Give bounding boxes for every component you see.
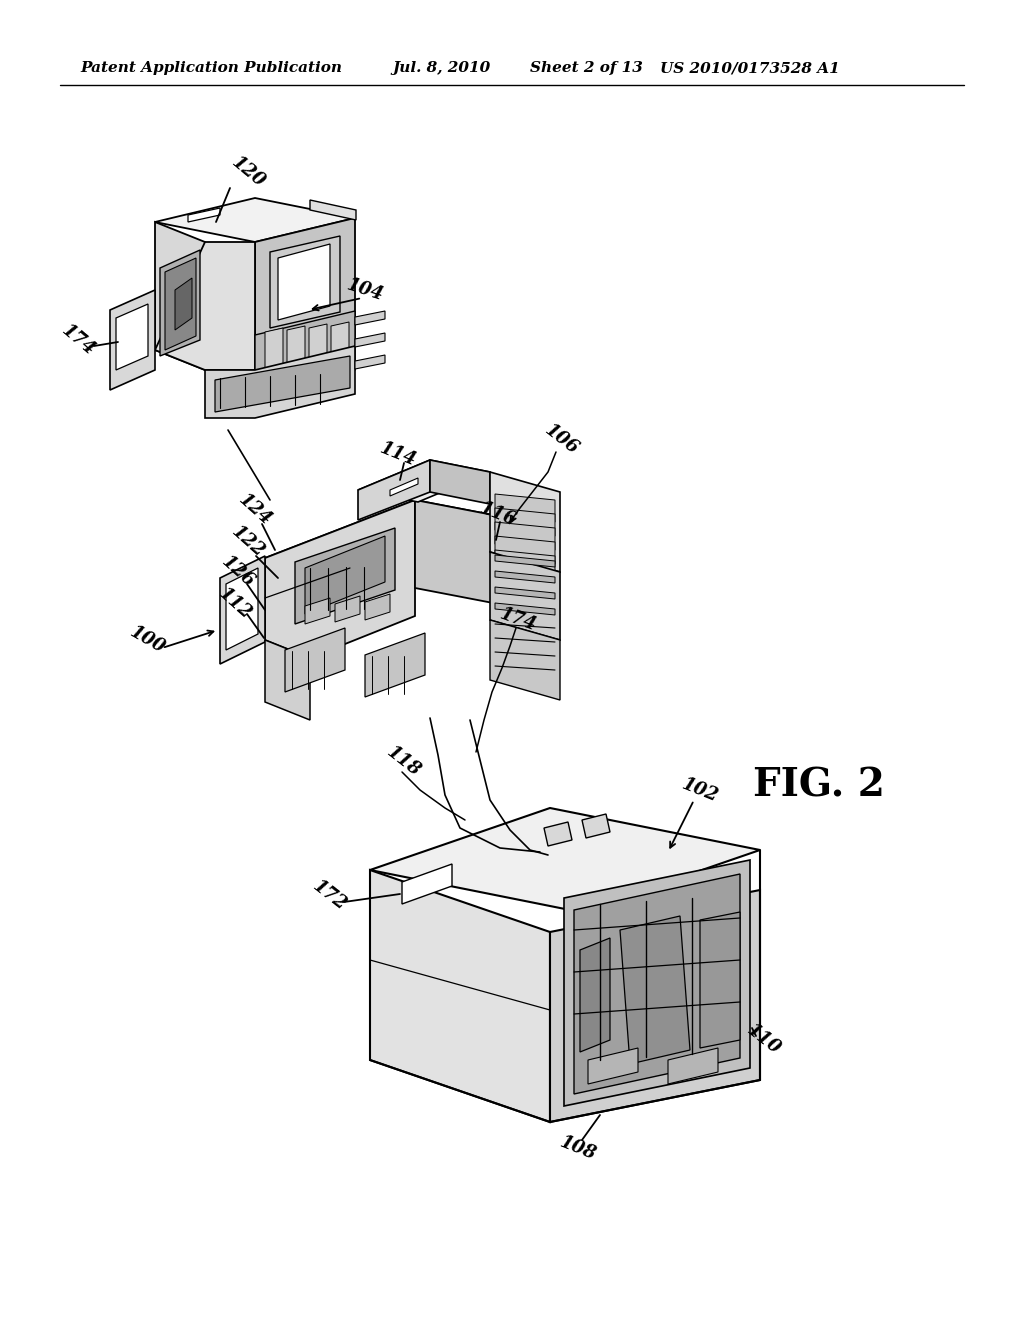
Polygon shape [205, 346, 355, 418]
Polygon shape [309, 323, 327, 366]
Text: US 2010/0173528 A1: US 2010/0173528 A1 [660, 61, 840, 75]
Polygon shape [550, 890, 760, 1122]
Polygon shape [110, 290, 155, 389]
Text: Sheet 2 of 13: Sheet 2 of 13 [530, 61, 643, 75]
Polygon shape [582, 814, 610, 838]
Polygon shape [175, 279, 193, 330]
Polygon shape [358, 459, 490, 502]
Polygon shape [355, 355, 385, 370]
Polygon shape [270, 236, 340, 327]
Polygon shape [620, 916, 690, 1064]
Polygon shape [226, 568, 258, 649]
Polygon shape [305, 598, 330, 624]
Text: Patent Application Publication: Patent Application Publication [80, 61, 342, 75]
Polygon shape [495, 587, 555, 599]
Polygon shape [335, 597, 360, 622]
Text: 112: 112 [215, 585, 255, 623]
Polygon shape [490, 552, 560, 640]
Polygon shape [310, 201, 356, 220]
Polygon shape [285, 628, 345, 692]
Polygon shape [155, 242, 255, 370]
Text: 124: 124 [236, 491, 275, 529]
Polygon shape [278, 244, 330, 319]
Polygon shape [544, 822, 572, 846]
Text: 172: 172 [309, 878, 350, 915]
Text: 174: 174 [57, 321, 98, 359]
Polygon shape [355, 333, 385, 347]
Polygon shape [215, 356, 350, 412]
Polygon shape [574, 874, 740, 1094]
Polygon shape [370, 808, 760, 912]
Polygon shape [155, 222, 205, 370]
Polygon shape [588, 1048, 638, 1084]
Polygon shape [415, 500, 540, 612]
Polygon shape [495, 536, 555, 564]
Text: 114: 114 [377, 438, 419, 470]
Text: 118: 118 [384, 743, 424, 780]
Polygon shape [255, 312, 355, 393]
Polygon shape [495, 508, 555, 536]
Polygon shape [365, 594, 390, 620]
Polygon shape [490, 473, 560, 572]
Text: Jul. 8, 2010: Jul. 8, 2010 [392, 61, 490, 75]
Text: 110: 110 [743, 1022, 784, 1059]
Text: 116: 116 [477, 499, 519, 529]
Polygon shape [564, 861, 750, 1106]
Polygon shape [495, 572, 555, 583]
Text: 106: 106 [542, 421, 583, 458]
Polygon shape [580, 939, 610, 1052]
Polygon shape [370, 870, 550, 1122]
Polygon shape [495, 494, 555, 521]
Polygon shape [188, 209, 220, 222]
Polygon shape [265, 500, 540, 582]
Polygon shape [265, 327, 283, 370]
Text: 126: 126 [218, 553, 258, 591]
Text: 122: 122 [228, 523, 268, 561]
Text: 174: 174 [498, 605, 539, 635]
Text: FIG. 2: FIG. 2 [753, 767, 885, 804]
Text: 100: 100 [127, 623, 169, 657]
Polygon shape [295, 528, 395, 624]
Polygon shape [355, 312, 385, 325]
Polygon shape [365, 634, 425, 697]
Polygon shape [287, 326, 305, 368]
Text: 104: 104 [344, 276, 386, 305]
Polygon shape [116, 304, 148, 370]
Polygon shape [495, 550, 555, 578]
Text: 120: 120 [228, 153, 268, 191]
Text: 108: 108 [557, 1133, 599, 1163]
Polygon shape [495, 521, 555, 550]
Polygon shape [305, 536, 385, 614]
Polygon shape [700, 912, 740, 1048]
Polygon shape [220, 556, 265, 664]
Polygon shape [490, 620, 560, 700]
Polygon shape [331, 322, 349, 364]
Polygon shape [495, 554, 555, 568]
Polygon shape [668, 1048, 718, 1084]
Polygon shape [402, 865, 452, 904]
Polygon shape [430, 459, 490, 504]
Polygon shape [255, 218, 355, 370]
Polygon shape [390, 478, 418, 496]
Polygon shape [155, 198, 355, 242]
Polygon shape [265, 640, 310, 719]
Polygon shape [160, 249, 200, 356]
Polygon shape [495, 603, 555, 615]
Polygon shape [358, 459, 430, 520]
Polygon shape [265, 500, 415, 657]
Text: 102: 102 [679, 775, 721, 805]
Polygon shape [165, 257, 196, 350]
